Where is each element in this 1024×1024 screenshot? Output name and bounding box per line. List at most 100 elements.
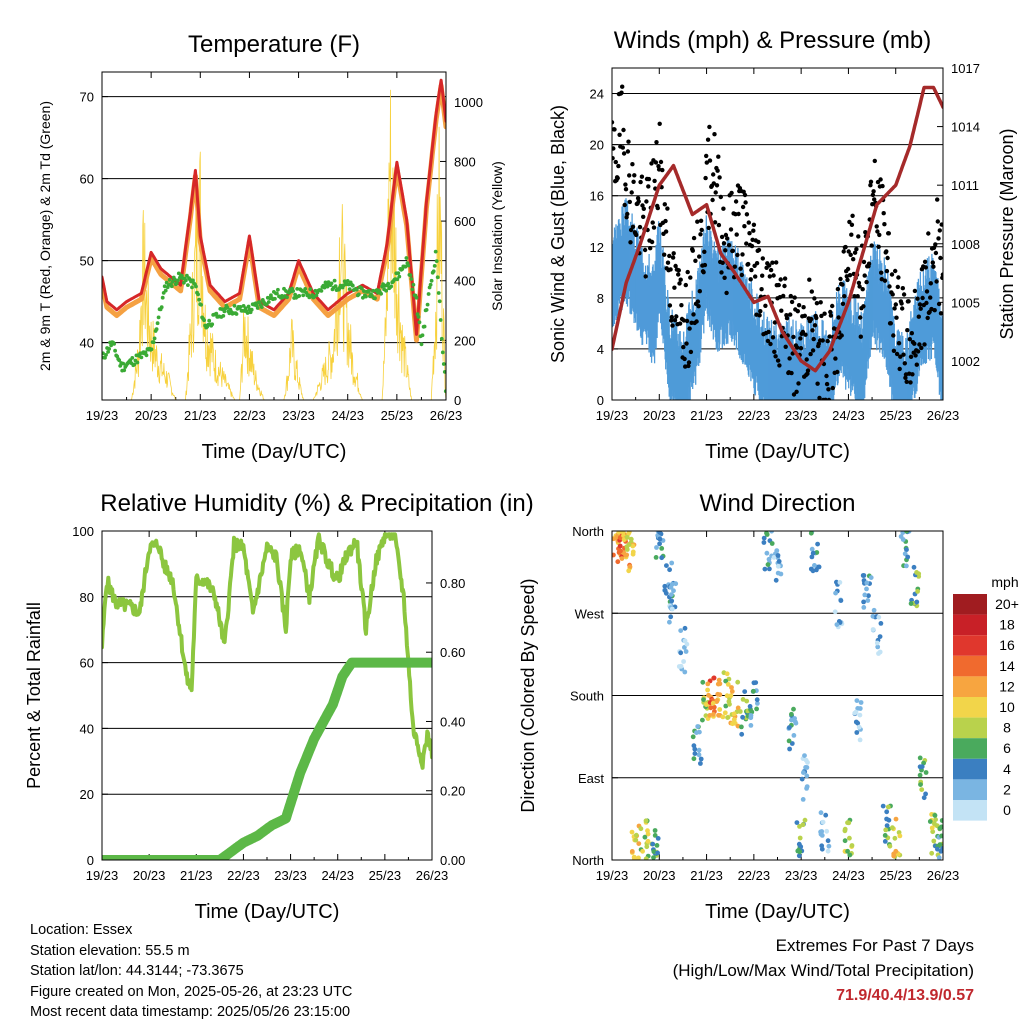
direction-point — [690, 734, 696, 740]
legend-swatch — [953, 779, 987, 800]
y-tick-label: 80 — [80, 590, 94, 605]
dewpoint-point — [232, 303, 237, 308]
direction-point — [678, 650, 684, 656]
gust-point — [901, 352, 906, 357]
gust-point — [711, 181, 716, 186]
direction-point — [918, 782, 923, 787]
gust-point — [914, 362, 919, 367]
gust-point — [707, 124, 712, 130]
gust-point — [899, 301, 904, 306]
legend-title: mph — [991, 574, 1018, 590]
gust-point — [667, 253, 672, 259]
gust-point — [634, 232, 639, 238]
gust-point — [861, 259, 867, 265]
gust-point — [654, 140, 659, 145]
direction-point — [612, 552, 616, 558]
direction-point — [929, 850, 935, 856]
direction-point — [791, 733, 797, 738]
direction-point — [626, 568, 632, 574]
direction-point — [938, 848, 943, 854]
dewpoint-point — [156, 315, 161, 320]
gust-point — [777, 363, 782, 368]
direction-point — [735, 679, 741, 685]
gust-point — [730, 248, 736, 253]
direction-point — [834, 579, 839, 585]
gust-point — [778, 277, 783, 282]
direction-point — [826, 843, 832, 849]
station-location: Location: Essex — [30, 922, 133, 938]
direction-point — [664, 563, 669, 568]
gust-point — [721, 206, 726, 211]
gust-point — [670, 255, 676, 260]
dewpoint-point — [117, 358, 122, 363]
gust-point — [674, 314, 679, 319]
solar-series — [102, 89, 446, 400]
gust-point — [796, 381, 801, 386]
gust-point — [617, 132, 622, 137]
gust-point — [770, 260, 775, 265]
direction-point — [917, 764, 923, 770]
dewpoint-point — [384, 288, 388, 293]
gust-point — [795, 345, 800, 350]
gust-point — [663, 218, 668, 224]
direction-point — [908, 601, 914, 606]
direction-point — [771, 555, 777, 560]
direction-point — [755, 701, 760, 706]
gust-point — [870, 192, 876, 198]
gust-point — [631, 179, 636, 184]
dewpoint-point — [112, 342, 116, 346]
y2-tick-label: 1000 — [454, 95, 483, 110]
direction-point — [846, 820, 852, 826]
direction-point — [731, 717, 737, 722]
gust-point — [922, 259, 928, 264]
x-tick-label: 20/23 — [643, 868, 676, 883]
y-tick-label: West — [575, 606, 605, 621]
dewpoint-point — [159, 305, 164, 310]
gust-point — [775, 358, 781, 363]
gust-point — [756, 247, 762, 253]
gust-point — [641, 206, 646, 211]
direction-point — [944, 831, 949, 836]
legend-swatch — [953, 594, 987, 615]
gust-point — [788, 312, 793, 317]
direction-point — [877, 649, 883, 655]
direction-point — [683, 649, 689, 654]
gust-point — [676, 268, 681, 273]
direction-point — [791, 706, 796, 712]
gust-point — [934, 279, 939, 284]
direction-point — [884, 809, 890, 815]
direction-point — [762, 566, 768, 572]
direction-point — [716, 677, 722, 683]
gust-point — [849, 222, 855, 227]
dewpoint-point — [362, 289, 366, 293]
dewpoint-point — [297, 294, 302, 298]
direction-point — [717, 707, 723, 712]
precip-series — [102, 657, 432, 860]
direction-point — [717, 692, 723, 698]
direction-point — [706, 692, 711, 698]
direction-point — [891, 853, 897, 859]
y2-tick-label: 0.80 — [440, 576, 465, 591]
direction-point — [832, 609, 838, 615]
direction-point — [927, 819, 933, 824]
direction-point — [769, 541, 775, 546]
gust-point — [720, 260, 725, 265]
gust-point — [812, 323, 818, 328]
dewpoint-point — [225, 305, 230, 310]
dewpoint-point — [422, 324, 427, 329]
plot-area — [612, 531, 949, 861]
dewpoint-point — [246, 304, 251, 309]
direction-point — [651, 849, 657, 854]
gust-point — [726, 243, 732, 248]
gust-point — [716, 222, 722, 228]
gust-point — [933, 250, 939, 256]
direction-point — [700, 679, 706, 685]
gust-point — [898, 354, 903, 359]
gust-point — [857, 284, 862, 289]
direction-point — [808, 531, 814, 536]
x-tick-label: 19/23 — [86, 868, 119, 883]
direction-point — [614, 534, 620, 540]
dewpoint-point — [107, 347, 111, 351]
direction-point — [944, 856, 949, 861]
direction-point — [698, 756, 704, 762]
